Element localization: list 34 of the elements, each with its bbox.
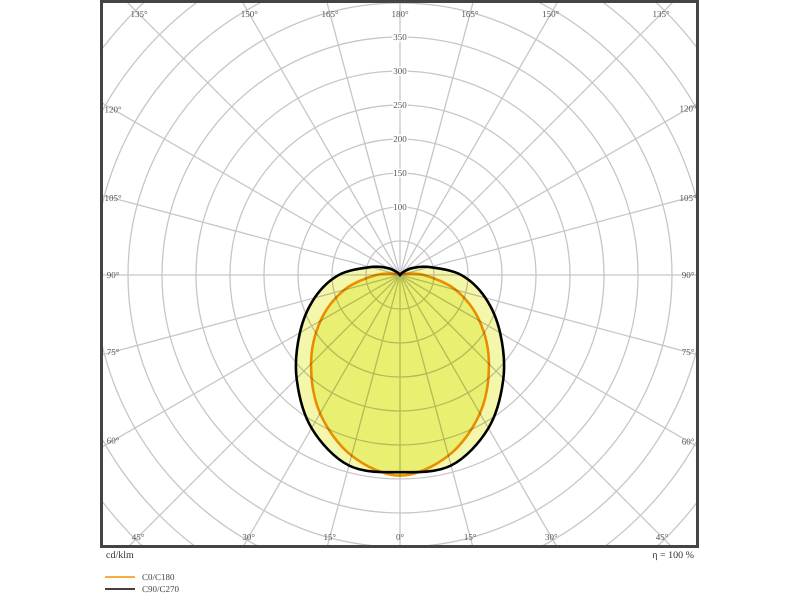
spoke-label: 45° [132,532,145,542]
spoke-label: 135° [130,9,148,19]
spoke-label: 120° [104,104,122,114]
spoke-label: 150° [240,9,258,19]
y-tick-label: 100 [393,202,408,212]
text: cd/klm [106,550,134,561]
spoke-label: 180° [391,9,409,19]
spoke-label: 105° [104,193,122,204]
y-tick-label: 250 [393,100,408,110]
spoke-label: 165° [461,9,479,19]
spoke-label: 60° [682,436,695,446]
spoke-label: 30° [242,532,256,542]
spoke-label: 60° [106,436,120,446]
y-tick-label: 350 [393,32,408,42]
y-tick-label: 150 [393,168,408,178]
y-tick-label: 300 [393,66,408,76]
spoke-label: 30° [544,532,558,542]
spoke-label: 15° [464,532,477,542]
spoke-label: 0° [396,532,404,542]
legend-label: C0/C180 [142,572,175,582]
spoke-label: 90° [682,270,695,280]
spoke-label: 45° [656,532,669,542]
spoke-label: 75° [106,346,120,357]
spoke-label: 150° [542,9,560,19]
spoke-label: 75° [682,347,695,358]
spoke-label: 15° [323,532,336,542]
legend-label: C90/C270 [142,584,180,594]
spoke-label: 90° [106,270,120,280]
text: η = 100 % [652,550,694,561]
spoke-label: 165° [322,9,340,19]
y-tick-label: 200 [393,134,408,144]
spoke-label: 135° [652,9,670,19]
spoke-label: 120° [679,104,697,114]
spoke-label: 105° [679,192,697,203]
